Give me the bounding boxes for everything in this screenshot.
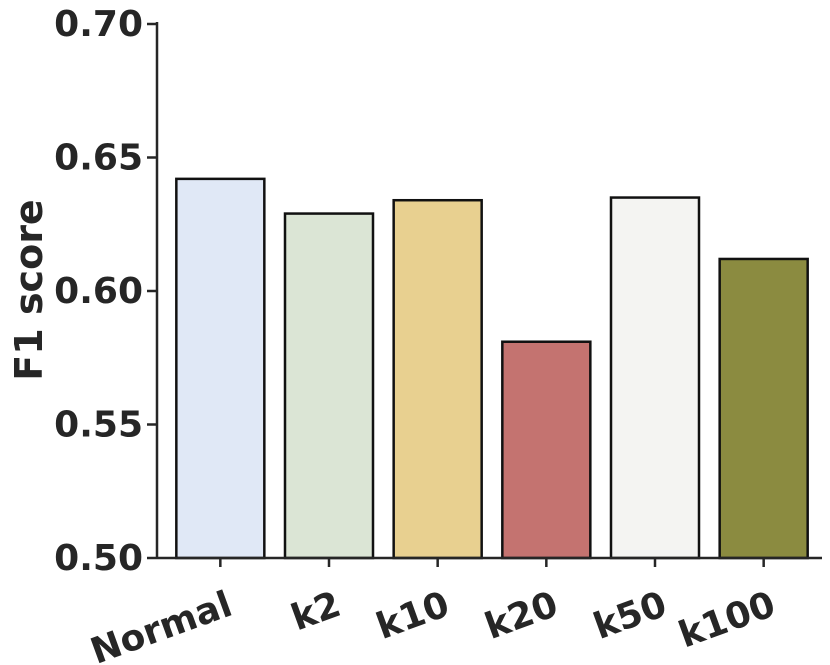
y-ticks-group: 0.50 0.55 0.60 0.65 0.70: [54, 4, 157, 579]
bar-k10: [392, 198, 483, 560]
x-tick-label: k50: [588, 584, 672, 648]
x-tick-label: k100: [674, 584, 781, 656]
x-ticks-group: Normal k2 k10 k20 k50 k100: [85, 558, 781, 665]
y-tick-label: 0.50: [54, 538, 143, 579]
bar-normal: [175, 177, 266, 560]
bar-k2: [283, 212, 375, 560]
bar-k50: [609, 196, 701, 560]
y-tick-label: 0.70: [54, 4, 143, 45]
x-tick-label: Normal: [85, 584, 237, 665]
x-tick-label: k20: [480, 584, 564, 648]
y-tick-label: 0.55: [54, 405, 143, 446]
y-axis-title: F1 score: [7, 199, 51, 380]
y-tick-label: 0.60: [54, 271, 143, 312]
bar-k100: [718, 257, 809, 560]
x-tick-label: k10: [371, 584, 455, 648]
x-tick-label: k2: [286, 584, 346, 639]
y-tick-label: 0.65: [54, 138, 143, 179]
bars-group: [175, 177, 809, 560]
bar-k20: [501, 340, 592, 560]
